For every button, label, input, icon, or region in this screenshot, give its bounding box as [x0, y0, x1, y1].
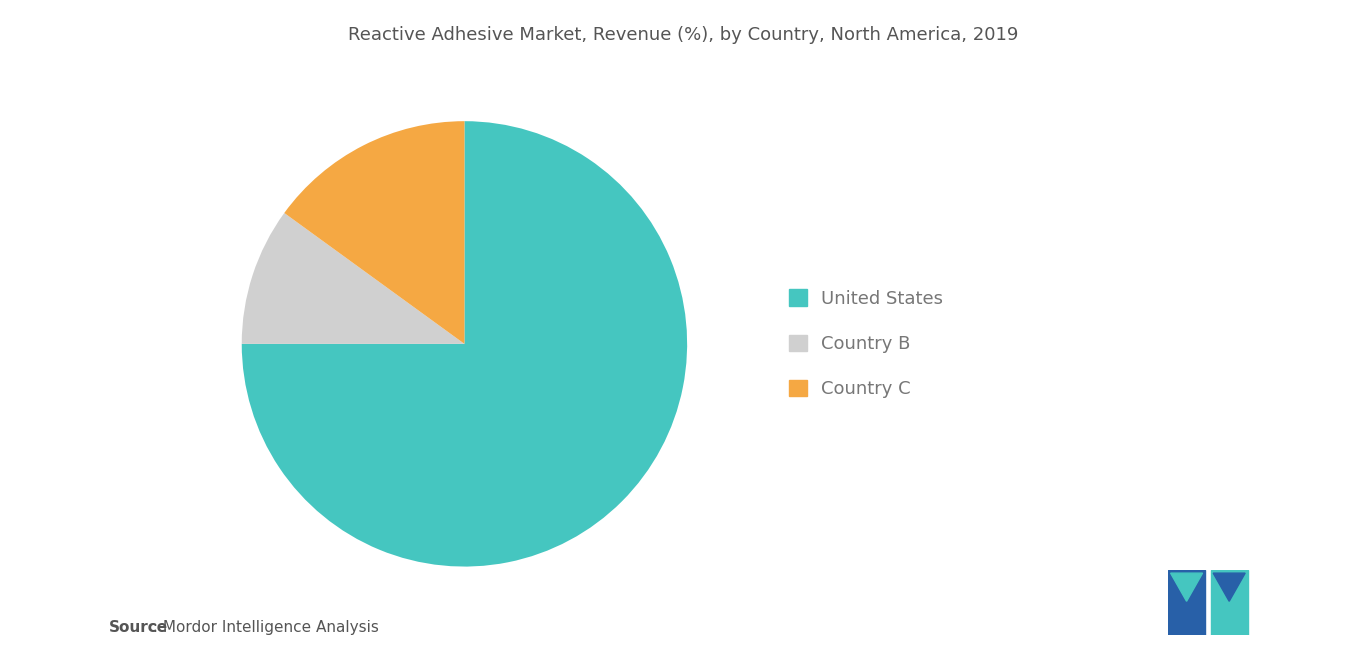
Wedge shape — [284, 121, 464, 344]
Polygon shape — [1213, 573, 1246, 601]
Polygon shape — [1210, 570, 1249, 635]
Wedge shape — [242, 121, 687, 567]
Text: : Mordor Intelligence Analysis: : Mordor Intelligence Analysis — [148, 620, 378, 635]
Polygon shape — [1168, 570, 1205, 635]
Text: Reactive Adhesive Market, Revenue (%), by Country, North America, 2019: Reactive Adhesive Market, Revenue (%), b… — [348, 26, 1018, 44]
Legend: United States, Country B, Country C: United States, Country B, Country C — [780, 280, 952, 407]
Polygon shape — [1171, 573, 1202, 601]
Text: Source: Source — [109, 620, 168, 635]
Wedge shape — [242, 213, 464, 344]
